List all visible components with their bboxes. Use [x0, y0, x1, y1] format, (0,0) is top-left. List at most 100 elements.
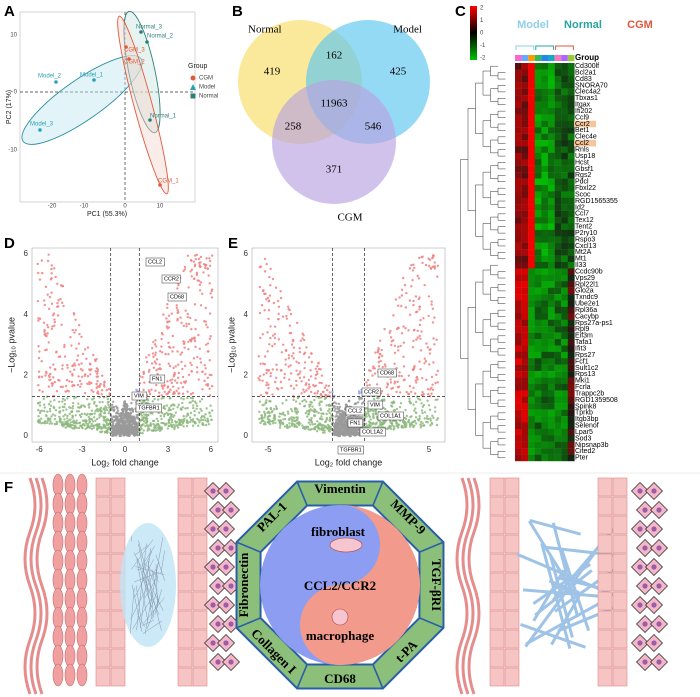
- gene-point: [193, 400, 197, 403]
- gene-point: [418, 323, 422, 327]
- gene-point: [169, 388, 172, 391]
- gene-point: [210, 289, 213, 293]
- gene-point: [260, 414, 263, 417]
- gene-point: [125, 425, 128, 429]
- gene-point: [389, 381, 393, 384]
- epithelial-cell: [612, 534, 628, 554]
- gene-point: [164, 424, 167, 427]
- gene-point: [268, 275, 271, 279]
- gene-point: [416, 329, 419, 333]
- x-tick-label: -20: [48, 204, 57, 210]
- gene-point: [418, 360, 421, 363]
- gene-point: [164, 352, 167, 356]
- heat-cell: [561, 191, 568, 199]
- gene-point: [283, 425, 287, 428]
- gene-point: [319, 408, 323, 412]
- heat-cell: [548, 178, 555, 186]
- heat-cell: [521, 114, 529, 121]
- dendrogram: [497, 297, 506, 304]
- heat-cell: [528, 409, 535, 417]
- heat-cell: [561, 345, 568, 353]
- gene-point: [50, 264, 54, 267]
- gene-point: [88, 426, 92, 430]
- x-tick-label: -6: [36, 445, 44, 454]
- gene-point: [40, 271, 44, 275]
- gene-label: Eif3m: [575, 333, 593, 340]
- gene-point: [57, 378, 60, 382]
- heat-cell: [521, 313, 529, 320]
- gene-point: [155, 345, 158, 348]
- gene-point: [417, 277, 421, 280]
- gene-point: [159, 414, 162, 418]
- gene-point: [48, 409, 52, 413]
- gene-point: [83, 391, 87, 395]
- gene-point: [115, 432, 119, 436]
- gene-point: [106, 431, 109, 434]
- gene-point: [40, 259, 44, 262]
- gene-point: [347, 399, 351, 403]
- gene-point: [296, 408, 299, 411]
- gene-point: [285, 425, 289, 428]
- gene-point: [411, 345, 415, 349]
- heat-cell: [534, 152, 542, 160]
- gene-point: [279, 380, 283, 384]
- gene-point: [60, 301, 64, 304]
- gene-point: [433, 316, 436, 319]
- heat-cell: [548, 242, 555, 250]
- heat-cell: [521, 383, 529, 391]
- heat-cell: [534, 332, 542, 340]
- gene-tag: COL1A1: [380, 413, 401, 419]
- fibrils: [143, 597, 165, 624]
- pca-point: [92, 78, 96, 82]
- gene-label: Selenof: [575, 423, 599, 430]
- gene-point: [345, 404, 349, 408]
- gene-point: [130, 432, 134, 435]
- gene-point: [301, 337, 304, 340]
- gene-point: [400, 424, 404, 428]
- gene-point: [309, 375, 313, 378]
- gene-point: [204, 413, 207, 416]
- heat-cell: [554, 262, 562, 269]
- group-label: CGM: [627, 19, 653, 31]
- gene-point: [266, 296, 270, 300]
- gene-point: [344, 419, 347, 423]
- gene-point: [197, 333, 200, 337]
- heat-cell: [515, 178, 522, 186]
- gene-point: [197, 411, 201, 414]
- heat-cell: [541, 435, 549, 442]
- heat-cell: [528, 75, 535, 83]
- gene-point: [395, 407, 399, 411]
- gene-point: [79, 385, 82, 388]
- group-bar: [541, 55, 548, 61]
- fibrils: [155, 564, 158, 609]
- gene-point: [328, 411, 331, 415]
- gene-point: [131, 408, 135, 411]
- gene-point: [204, 419, 207, 422]
- gene-point: [190, 370, 193, 373]
- gene-point: [436, 275, 439, 278]
- gene-box: [161, 274, 181, 284]
- heat-cell: [554, 319, 562, 327]
- gene-point: [274, 286, 278, 289]
- heat-cell: [541, 107, 549, 115]
- fiber: [455, 477, 469, 695]
- gene-point: [431, 388, 435, 391]
- heat-cell: [554, 294, 562, 301]
- gene-point: [179, 422, 182, 426]
- gene-point: [414, 400, 418, 404]
- x-tick-label: 10: [157, 204, 164, 210]
- gene-point: [404, 417, 408, 420]
- ring-label: Vimentin: [314, 481, 366, 496]
- region-count: 371: [326, 164, 343, 176]
- heat-cell: [521, 358, 529, 365]
- gene-point: [100, 388, 104, 392]
- gene-point: [373, 372, 377, 375]
- point-label: Normal_1: [150, 114, 177, 120]
- heat-cell: [528, 383, 535, 391]
- gene-box: [377, 368, 397, 378]
- gene-label: Mt1: [575, 256, 587, 263]
- gene-point: [263, 257, 267, 261]
- heat-cell: [515, 172, 522, 179]
- gene-point: [309, 400, 312, 404]
- heat-cell: [561, 140, 568, 147]
